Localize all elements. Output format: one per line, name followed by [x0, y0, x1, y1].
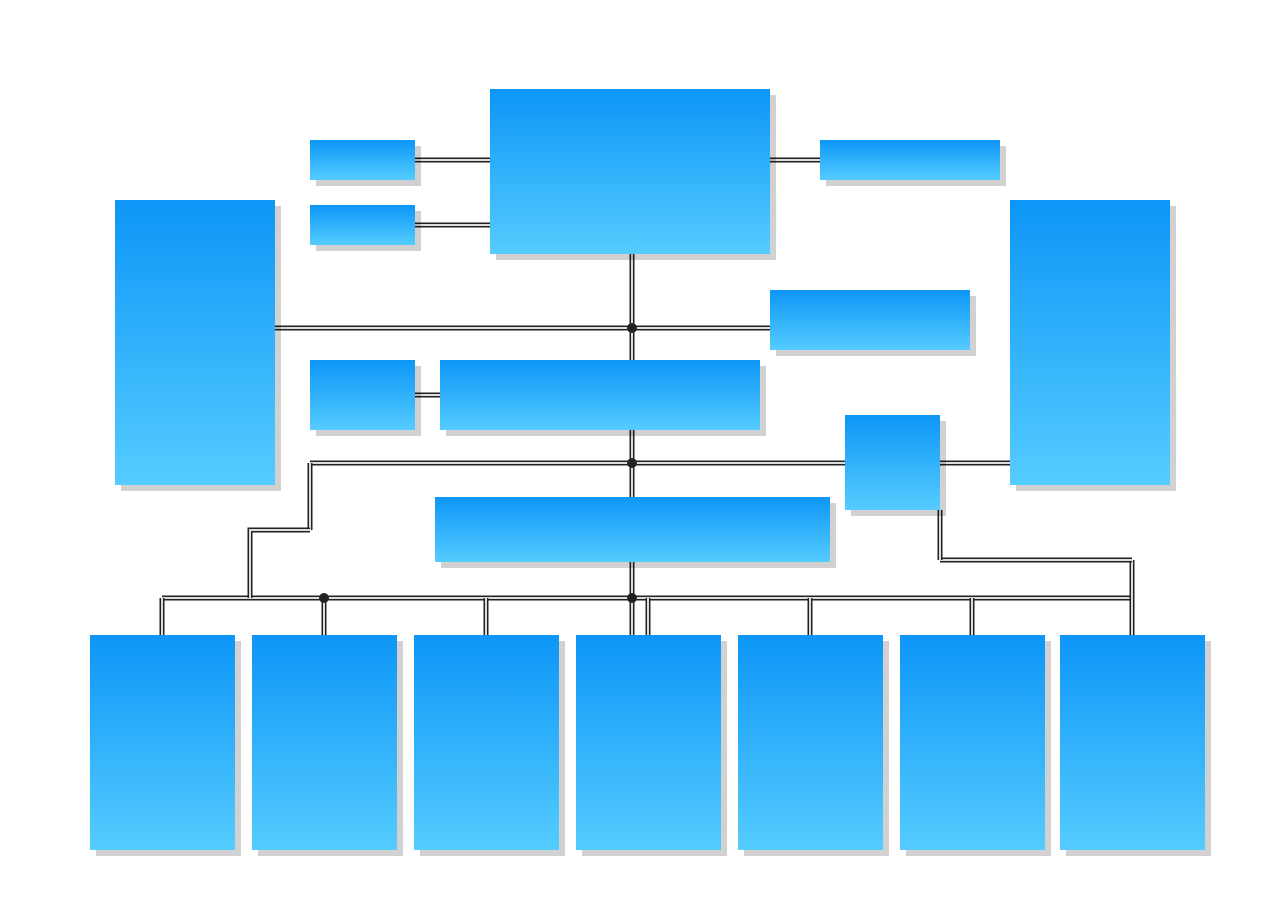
org-chart-diagram	[0, 0, 1280, 904]
connector-junction	[319, 593, 329, 603]
node-face	[414, 635, 559, 850]
connector-edge	[250, 530, 310, 598]
chart-node-leaf-2	[252, 635, 397, 850]
node-face	[435, 497, 830, 562]
node-face	[820, 140, 1000, 180]
connector-edge-highlight	[250, 530, 310, 598]
node-face	[1060, 635, 1205, 850]
chart-node-root	[490, 89, 770, 254]
chart-node-square	[845, 415, 940, 510]
node-face	[440, 360, 760, 430]
node-face	[90, 635, 235, 850]
node-face	[252, 635, 397, 850]
chart-node-big-right	[1010, 200, 1170, 485]
connector-junction	[627, 323, 637, 333]
chart-node-wide-bar	[435, 497, 830, 562]
node-face	[845, 415, 940, 510]
chart-node-leaf-4	[576, 635, 721, 850]
chart-node-top-left-1	[310, 140, 415, 180]
chart-node-leaf-1	[90, 635, 235, 850]
node-face	[738, 635, 883, 850]
connector-junction	[627, 593, 637, 603]
chart-node-top-left-2	[310, 205, 415, 245]
chart-node-leaf-3	[414, 635, 559, 850]
connector-junction	[627, 458, 637, 468]
node-face	[900, 635, 1045, 850]
chart-node-leaf-6	[900, 635, 1045, 850]
node-face	[576, 635, 721, 850]
node-face	[310, 360, 415, 430]
node-face	[310, 205, 415, 245]
node-face	[310, 140, 415, 180]
node-face	[490, 89, 770, 254]
chart-node-leaf-5	[738, 635, 883, 850]
chart-node-mid-small-l	[310, 360, 415, 430]
chart-node-top-right	[820, 140, 1000, 180]
chart-node-mid-bar	[440, 360, 760, 430]
node-face	[770, 290, 970, 350]
node-face	[115, 200, 275, 485]
node-face	[1010, 200, 1170, 485]
chart-node-leaf-7	[1060, 635, 1205, 850]
chart-node-big-left	[115, 200, 275, 485]
chart-node-mid-right	[770, 290, 970, 350]
